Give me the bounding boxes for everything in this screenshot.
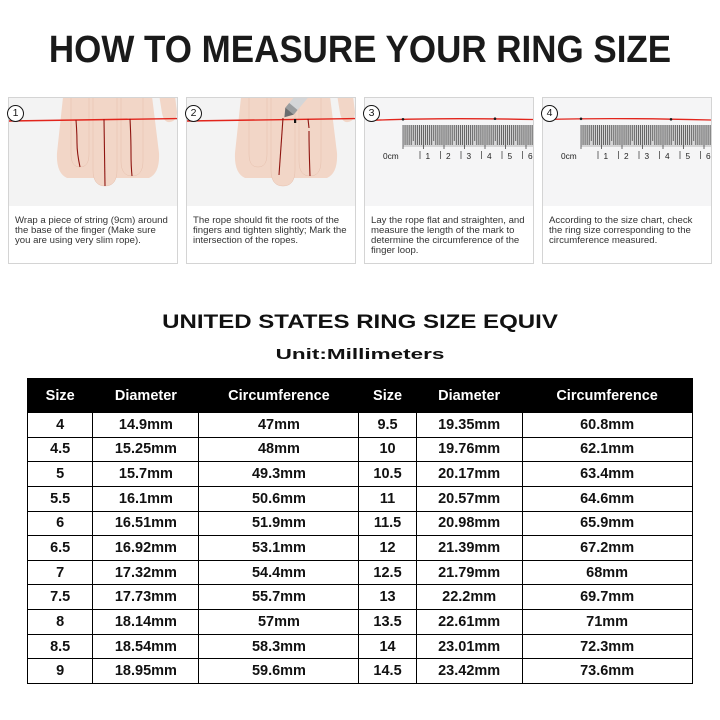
- svg-text:4: 4: [487, 151, 492, 161]
- svg-text:3: 3: [645, 151, 650, 161]
- svg-text:6: 6: [706, 151, 711, 161]
- svg-text:1: 1: [604, 151, 609, 161]
- svg-text:0cm: 0cm: [561, 151, 577, 161]
- svg-text:2: 2: [446, 151, 451, 161]
- svg-text:4: 4: [665, 151, 670, 161]
- svg-text:0cm: 0cm: [383, 151, 399, 161]
- svg-text:5: 5: [686, 151, 691, 161]
- svg-text:6: 6: [528, 151, 533, 161]
- svg-text:2: 2: [624, 151, 629, 161]
- svg-text:3: 3: [467, 151, 472, 161]
- svg-text:5: 5: [508, 151, 513, 161]
- svg-text:1: 1: [426, 151, 431, 161]
